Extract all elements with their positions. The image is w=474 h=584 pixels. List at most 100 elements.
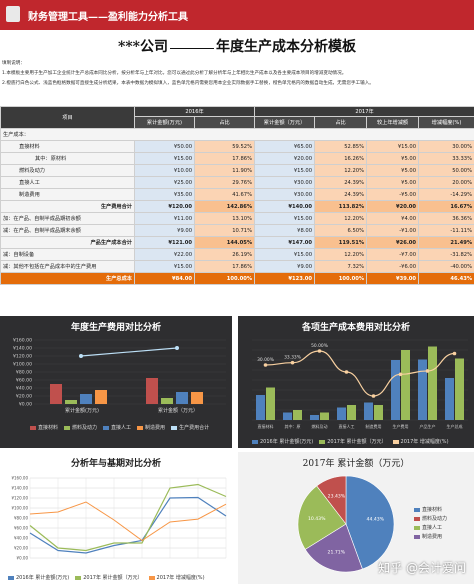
rate-2017: 20.00% [418,176,474,189]
x-tick-label: 累计金额（万元） [158,407,198,414]
amount-2016: ¥121.00 [134,236,195,249]
legend-swatch [171,425,178,430]
bar [266,387,275,420]
bar [418,359,427,420]
row-label: 直接材料 [0,140,135,153]
line-point [79,354,83,358]
bar [337,407,346,420]
tick-label: ¥40.00 [16,386,32,392]
chart3-legend: 2016年 累计金额(万元) 2017年 累计金额（万元） 2017年 增减幅度(%… [8,574,211,581]
amount-2016: ¥120.00 [134,200,195,213]
x-tick-label: 生产费用 [393,423,409,429]
rate-2017: -11.11% [418,224,474,237]
amount-2016: ¥10.00 [134,164,195,177]
bar [401,350,410,420]
chart-annual-comparison: 年度生产费用对比分析 ¥160.00 ¥140.00 ¥120.00 ¥100.00 ¥… [0,316,232,448]
pie-label: 21.71% [328,550,346,556]
chart2-title: 各项生产成本费用对比分析 [301,323,410,333]
legend-swatch [137,425,144,430]
rate-2017: 30.00% [418,140,474,153]
line-point [175,346,179,350]
legend-swatch [414,534,420,539]
row-label: 燃料及动力 [0,164,135,177]
bar [283,412,292,420]
amount-2016: ¥9.00 [134,224,195,237]
bar [95,390,107,404]
bar [374,405,383,420]
tick-label: ¥100.00 [11,506,28,511]
pct-2017: 12.20% [314,248,368,261]
legend-item: 直接材料 [414,506,447,515]
tick-label: ¥140.00 [11,486,28,491]
bar [50,384,62,404]
tick-label: ¥60.00 [14,526,28,531]
table-row: 加：在产品、自制半成品期初余额 ¥11.00 13.10% ¥15.00 12.20% ¥… [0,212,474,225]
bar [176,392,188,404]
line-point [317,349,322,353]
pct-2016: 144.05% [193,236,256,249]
col-rate: 增减幅度(%) [418,116,474,129]
table-row: 制造费用 ¥35.00 41.67% ¥30.00 24.39% -¥5.00 -14.29… [0,188,474,201]
chart1-plot: ¥160.00 ¥140.00 ¥120.00 ¥100.00 ¥80.00 ¥60.00… [13,338,226,414]
diff-2017: -¥1.00 [366,224,420,237]
legend-item: 2017年 增减幅度(%) [392,438,449,445]
diff-2017: ¥5.00 [366,176,420,189]
amount-2017: ¥8.00 [254,224,316,237]
pct-2017: 100.00% [314,272,368,285]
amount-2017: ¥147.00 [254,236,316,249]
x-tick-label: 燃料及动 [312,423,328,429]
pie-slice [304,523,363,573]
report-title: ***公司 年度生产成本分析模板 [0,36,474,56]
cost-table: 项目 2016年 2017年 累计金额(万元) 占比 累计金额（万元） 占比 较… [0,106,474,285]
data-label: 33.33% [284,355,301,361]
legend-item: 直接人工 [103,424,131,432]
col-item-header: 项目 [0,106,135,129]
data-label: 30.00% [257,357,274,363]
company-name: ***公司 [118,39,168,55]
pie-label: 10.43% [308,516,326,522]
pct-2016: 26.19% [193,248,256,261]
legend-item: 燃料及动力 [64,424,97,432]
tick-label: ¥20.00 [14,546,28,551]
chart2-legend: 2016年 累计金额(万元) 2017年 累计金额（万元） 2017年 增减幅度(%… [252,438,455,445]
line-point [263,363,268,367]
diff-2017: -¥5.00 [366,188,420,201]
row-label: 直接人工 [0,176,135,189]
pct-2017: 7.32% [314,260,368,273]
pct-2016: 10.71% [193,224,256,237]
tick-label: ¥100.00 [13,362,32,368]
legend-swatch [30,425,36,430]
col-pct-b: 占比 [314,116,368,129]
pie-slice [297,485,347,550]
tick-label: ¥60.00 [16,378,32,384]
bar [310,415,319,420]
notes-line1: 1.本模板主要用于生产加工企业统计生产总成本同比分析，按分析年与上年对比，您可以… [2,71,347,76]
table-row: 其中：原材料 ¥15.00 17.86% ¥20.00 16.26% ¥5.00 33.33… [0,152,474,165]
col-amount-b: 累计金额（万元） [254,116,316,129]
pct-2017: 113.82% [314,200,368,213]
x-tick-label: 其中：原 [285,423,301,429]
legend-item: 2017年 增减幅度(%) [148,574,205,581]
year-a-header: 2016年 [133,106,256,117]
chart4-title: 2017年 累计金额（万元） [302,459,410,469]
amount-2017: ¥15.00 [254,212,316,225]
amount-2017: ¥65.00 [254,140,316,153]
legend-swatch [8,575,14,580]
legend-swatch [75,575,82,580]
title-suffix: 年度生产成本分析模板 [215,39,356,55]
bar [364,402,373,420]
rate-2017: 16.67% [418,200,474,213]
series-line [29,496,227,554]
amount-2016: ¥50.00 [134,140,195,153]
chart-base-comparison: 分析年与基期对比分析 ¥160.00 ¥140.00 ¥120.00 ¥100.00 ¥… [0,452,232,584]
col-diff: 较上年增减额 [366,116,420,129]
row-label: 生产费用合计 [0,200,135,213]
app-title: 财务管理工具——盈利能力分析工具 [28,12,188,23]
bar [391,360,400,420]
diff-2017: ¥15.00 [366,140,420,153]
rate-line [29,501,227,542]
pie-label: 23.43% [328,493,346,499]
amount-2017: ¥15.00 [254,164,316,177]
line-point [425,369,430,373]
bar [80,394,92,404]
